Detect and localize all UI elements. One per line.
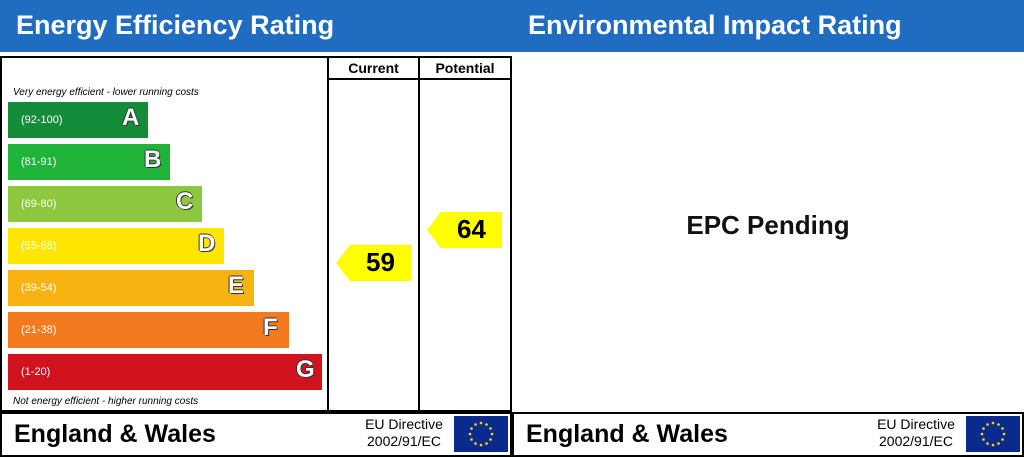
env-footer-frame (512, 412, 1024, 457)
eu-star (489, 427, 492, 430)
eu-star (1001, 438, 1004, 441)
env-eu-stars-icon (980, 421, 1006, 447)
eu-star (982, 438, 985, 441)
current-column-header: Current (348, 60, 399, 76)
eu-star (991, 443, 995, 447)
band-range: (92-100) (21, 114, 63, 126)
env-directive-line1: EU Directive (877, 416, 955, 432)
footer-country: England & Wales (14, 420, 216, 448)
env-footer-directive: EU Directive 2002/91/EC (870, 416, 962, 450)
band-range: (21-38) (21, 324, 57, 336)
band-a: (92-100) A (8, 102, 148, 138)
epc-pending-text: EPC Pending (686, 210, 850, 240)
eu-star (474, 423, 477, 426)
eu-star (479, 443, 483, 447)
eu-star (986, 442, 989, 445)
env-footer-country: England & Wales (526, 420, 728, 448)
band-c: (69-80) C (8, 186, 202, 222)
band-letter: G (296, 356, 315, 383)
eu-star (470, 438, 473, 441)
rating-frame (0, 56, 512, 412)
band-e: (39-54) E (8, 270, 254, 306)
directive-line2: 2002/91/EC (367, 433, 441, 449)
env-frame (512, 56, 1024, 412)
eu-star (485, 423, 488, 426)
potential-column-divider (418, 56, 420, 412)
eu-star (986, 423, 989, 426)
eu-star (470, 427, 473, 430)
current-rating-value: 59 (366, 247, 395, 277)
footer-frame (0, 412, 512, 457)
eu-stars-icon (468, 421, 494, 447)
eu-star (991, 421, 995, 425)
eu-flag-icon (454, 416, 508, 452)
environmental-impact-panel: Environmental Impact Rating EPC Pending … (512, 0, 1024, 457)
eu-star (468, 432, 472, 436)
band-f: (21-38) F (8, 312, 289, 348)
eu-star (474, 442, 477, 445)
potential-column-header: Potential (435, 60, 495, 76)
current-rating-arrow (336, 245, 411, 281)
eu-star (997, 423, 1000, 426)
top-caption: Very energy efficient - lower running co… (13, 87, 199, 98)
band-letter: F (263, 314, 278, 341)
band-g: (1-20) G (8, 354, 322, 390)
band-b: (81-91) B (8, 144, 170, 180)
env-eu-flag-icon (966, 416, 1020, 452)
potential-rating-arrow (427, 212, 502, 248)
band-range: (1-20) (21, 366, 51, 378)
band-range: (39-54) (21, 282, 57, 294)
energy-efficiency-panel: Energy Efficiency Rating Current Potenti… (0, 0, 512, 457)
band-letter: D (198, 230, 216, 257)
eu-star (980, 432, 984, 436)
band-letter: C (176, 188, 194, 215)
eu-star (479, 421, 483, 425)
column-header-divider (327, 78, 512, 80)
environmental-impact-title: Environmental Impact Rating (512, 0, 1024, 52)
env-directive-line2: 2002/91/EC (879, 433, 953, 449)
eu-star (490, 432, 494, 436)
band-range: (81-91) (21, 156, 57, 168)
band-letter: B (144, 146, 162, 173)
eu-star (485, 442, 488, 445)
footer-directive: EU Directive 2002/91/EC (358, 416, 450, 450)
band-letter: A (122, 104, 140, 131)
current-column-divider (327, 56, 329, 412)
band-range: (55-68) (21, 240, 57, 252)
rating-arrows (336, 212, 502, 281)
energy-efficiency-title: Energy Efficiency Rating (0, 0, 512, 52)
band-letter: E (228, 272, 245, 299)
bottom-caption: Not energy efficient - higher running co… (13, 396, 199, 407)
eu-star (1002, 432, 1006, 436)
eu-star (982, 427, 985, 430)
band-range: (69-80) (21, 198, 57, 210)
directive-line1: EU Directive (365, 416, 443, 432)
eu-star (489, 438, 492, 441)
eu-star (1001, 427, 1004, 430)
potential-rating-value: 64 (457, 214, 486, 244)
band-d: (55-68) D (8, 228, 224, 264)
eu-star (997, 442, 1000, 445)
